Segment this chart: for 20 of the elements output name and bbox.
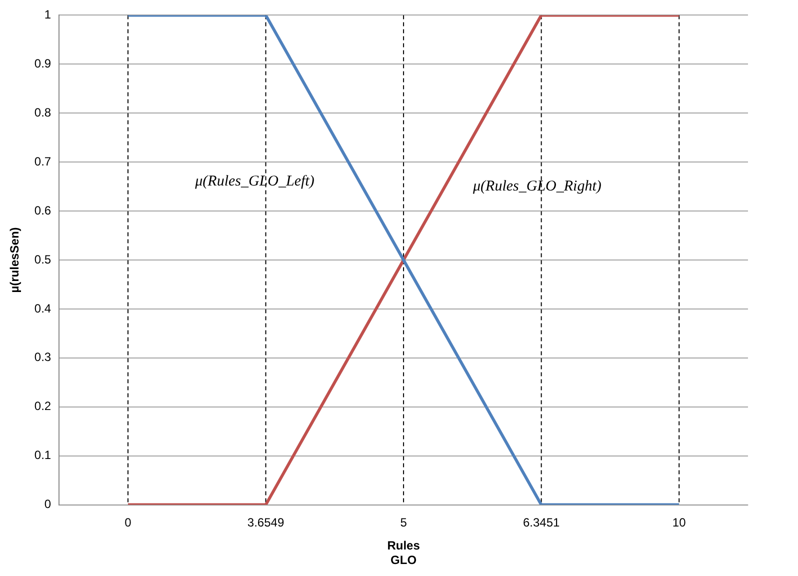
x-tick-label: 0 <box>124 515 132 530</box>
x-axis-title: Rules GLO <box>387 538 420 568</box>
x-tick-label: 3.6549 <box>247 515 284 530</box>
y-tick-label: 0.5 <box>34 252 52 266</box>
y-tick-label: 0.8 <box>34 105 52 120</box>
y-tick-label: 0.7 <box>34 154 52 168</box>
x-tick-label: 5 <box>400 515 408 530</box>
y-tick-label: 0.3 <box>34 350 52 364</box>
annotation: μ(Rules_GLO_Right) <box>472 178 602 194</box>
y-tick-label: 1 <box>44 8 52 22</box>
y-tick-label: 0.9 <box>34 56 52 70</box>
annotation: μ(Rules_GLO_Left) <box>194 174 314 190</box>
y-tick-label: 0 <box>44 497 52 512</box>
y-tick-label: 0.4 <box>34 301 52 316</box>
x-tick-label: 6.3451 <box>522 515 560 530</box>
y-axis-title: µ(rulesSen) <box>8 227 22 293</box>
y-tick-label: 0.1 <box>34 448 52 462</box>
x-tick-label: 10 <box>672 515 686 530</box>
y-tick-label: 0.6 <box>34 203 52 218</box>
y-tick-label: 0.2 <box>34 399 52 414</box>
